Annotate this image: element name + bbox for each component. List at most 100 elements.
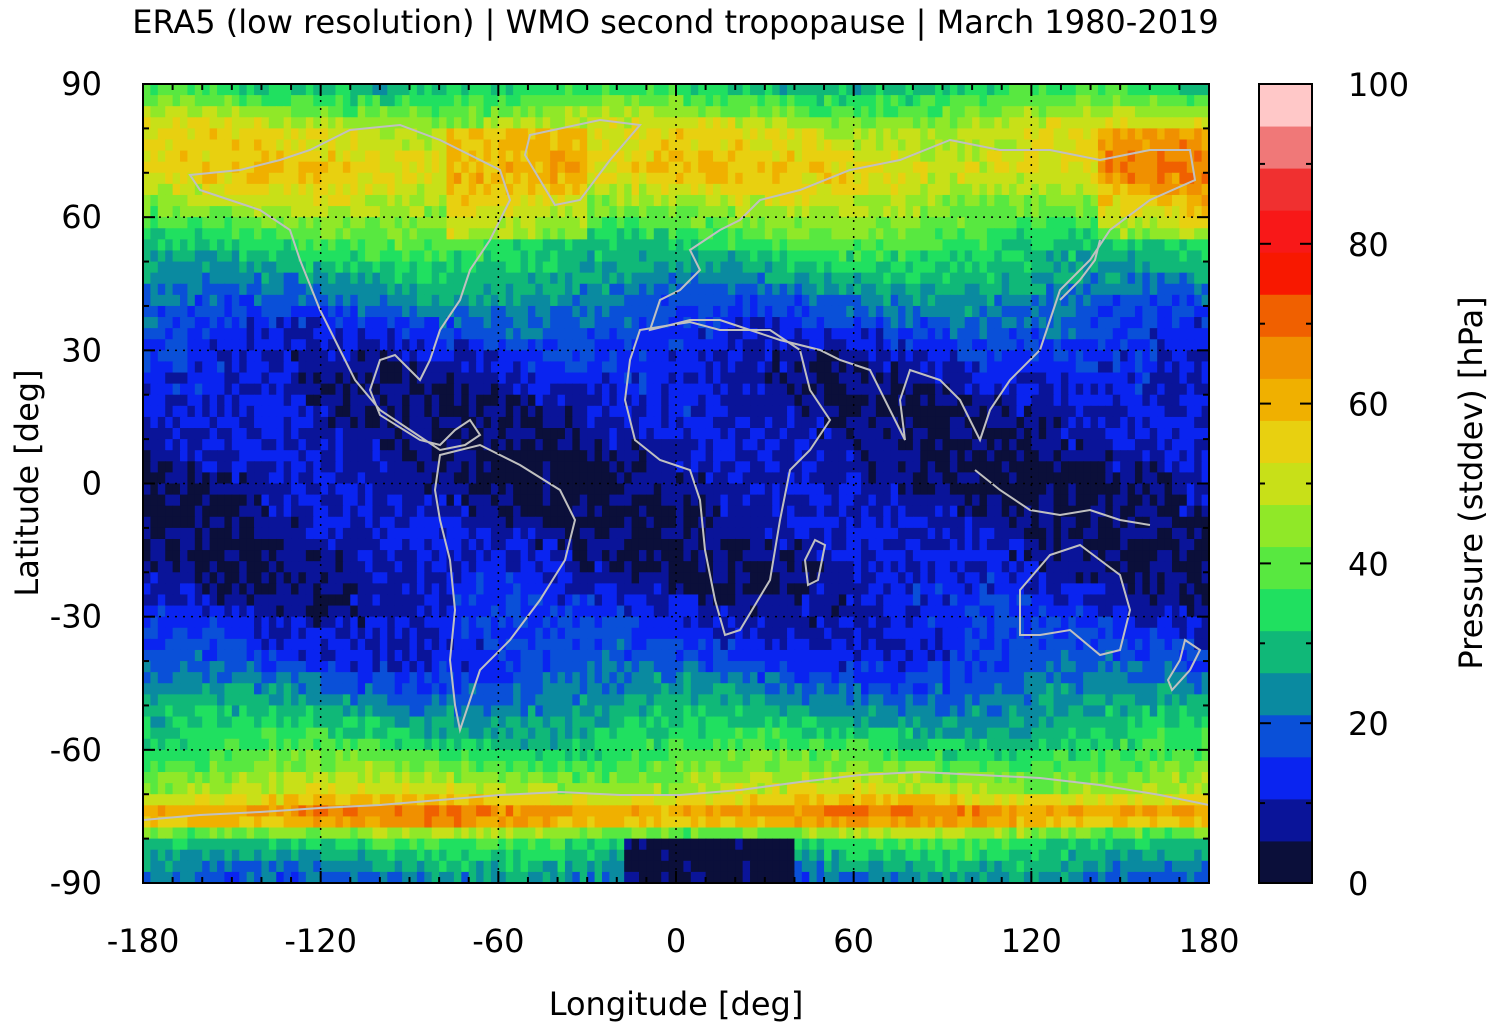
heatmap-cell [261, 372, 270, 385]
heatmap-cell [1134, 95, 1143, 107]
heatmap-cell [194, 428, 203, 440]
heatmap-cell [631, 405, 640, 418]
heatmap-cell [357, 128, 366, 141]
heatmap-cell [920, 272, 929, 285]
heatmap-cell [853, 383, 862, 396]
heatmap-cell [957, 283, 966, 296]
heatmap-cell [1046, 439, 1055, 451]
heatmap-cell [683, 372, 692, 385]
heatmap-cell [1009, 206, 1018, 218]
heatmap-cell [172, 317, 181, 329]
heatmap-cell [194, 272, 203, 285]
heatmap-cell [446, 106, 455, 118]
heatmap-cell [705, 183, 714, 196]
heatmap-cell [742, 383, 751, 396]
heatmap-cell [1105, 183, 1114, 196]
heatmap-cell [1142, 239, 1151, 252]
heatmap-cell [172, 405, 181, 418]
heatmap-cell [1149, 228, 1158, 240]
heatmap-cell [816, 361, 825, 374]
heatmap-cell [1112, 95, 1121, 107]
heatmap-cell [1097, 272, 1106, 285]
heatmap-cell [394, 394, 403, 407]
heatmap-cell [291, 383, 300, 396]
heatmap-cell [750, 450, 759, 462]
heatmap-cell [505, 139, 514, 152]
heatmap-cell [224, 428, 233, 440]
heatmap-cell [720, 305, 729, 318]
heatmap-cell [912, 150, 921, 163]
heatmap-cell [1149, 272, 1158, 285]
heatmap-cell [143, 283, 151, 296]
heatmap-cell [1009, 339, 1018, 351]
heatmap-cell [949, 339, 958, 351]
heatmap-cell [883, 383, 892, 396]
heatmap-cell [1194, 228, 1203, 240]
heatmap-cell [483, 394, 492, 407]
heatmap-cell [557, 461, 566, 474]
heatmap-cell [690, 405, 699, 418]
heatmap-cell [779, 84, 788, 96]
heatmap-cell [402, 106, 411, 118]
heatmap-cell [1149, 317, 1158, 329]
heatmap-cell [268, 117, 277, 129]
heatmap-cell [446, 305, 455, 318]
heatmap-cell [1001, 139, 1010, 152]
heatmap-cell [527, 361, 536, 374]
heatmap-cell [490, 405, 499, 418]
heatmap-cell [283, 206, 292, 218]
heatmap-cell [838, 206, 847, 218]
heatmap-cell [165, 328, 174, 340]
heatmap-cell [402, 428, 411, 440]
heatmap-cell [387, 228, 396, 240]
heatmap-cell [461, 228, 470, 240]
heatmap-cell [246, 328, 255, 340]
heatmap-cell [720, 372, 729, 385]
heatmap-cell [624, 106, 633, 118]
heatmap-cell [505, 228, 514, 240]
heatmap-cell [357, 183, 366, 196]
heatmap-cell [1157, 117, 1166, 129]
heatmap-cell [187, 183, 196, 196]
heatmap-cell [550, 328, 559, 340]
heatmap-cell [912, 294, 921, 307]
heatmap-cell [276, 450, 285, 462]
heatmap-cell [653, 294, 662, 307]
heatmap-cell [883, 128, 892, 141]
heatmap-cell [313, 305, 322, 318]
heatmap-cell [1179, 439, 1188, 451]
heatmap-cell [772, 239, 781, 252]
heatmap-cell [165, 439, 174, 451]
heatmap-cell [1009, 106, 1018, 118]
heatmap-cell [1068, 128, 1077, 141]
heatmap-cell [231, 172, 240, 185]
heatmap-cell [246, 183, 255, 196]
heatmap-cell [898, 272, 907, 285]
heatmap-cell [209, 117, 218, 129]
heatmap-cell [668, 317, 677, 329]
heatmap-cell [942, 317, 951, 329]
heatmap-cell [143, 428, 151, 440]
heatmap-cell [579, 405, 588, 418]
heatmap-cell [794, 405, 803, 418]
heatmap-cell [1171, 172, 1180, 185]
heatmap-cell [1142, 439, 1151, 451]
heatmap-cell [1112, 117, 1121, 129]
heatmap-cell [239, 283, 248, 296]
heatmap-cell [742, 405, 751, 418]
heatmap-cell [1112, 250, 1121, 263]
heatmap-cell [587, 383, 596, 396]
heatmap-cell [157, 106, 166, 118]
heatmap-cell [1142, 328, 1151, 340]
heatmap-cell [283, 172, 292, 185]
heatmap-cell [964, 350, 973, 363]
heatmap-cell [1001, 183, 1010, 196]
heatmap-cell [1120, 305, 1129, 318]
heatmap-cell [350, 416, 359, 429]
heatmap-cell [446, 416, 455, 429]
heatmap-cell [150, 283, 159, 296]
heatmap-cell [439, 172, 448, 185]
heatmap-cell [513, 361, 522, 374]
heatmap-cell [431, 283, 440, 296]
heatmap-cell [305, 228, 314, 240]
